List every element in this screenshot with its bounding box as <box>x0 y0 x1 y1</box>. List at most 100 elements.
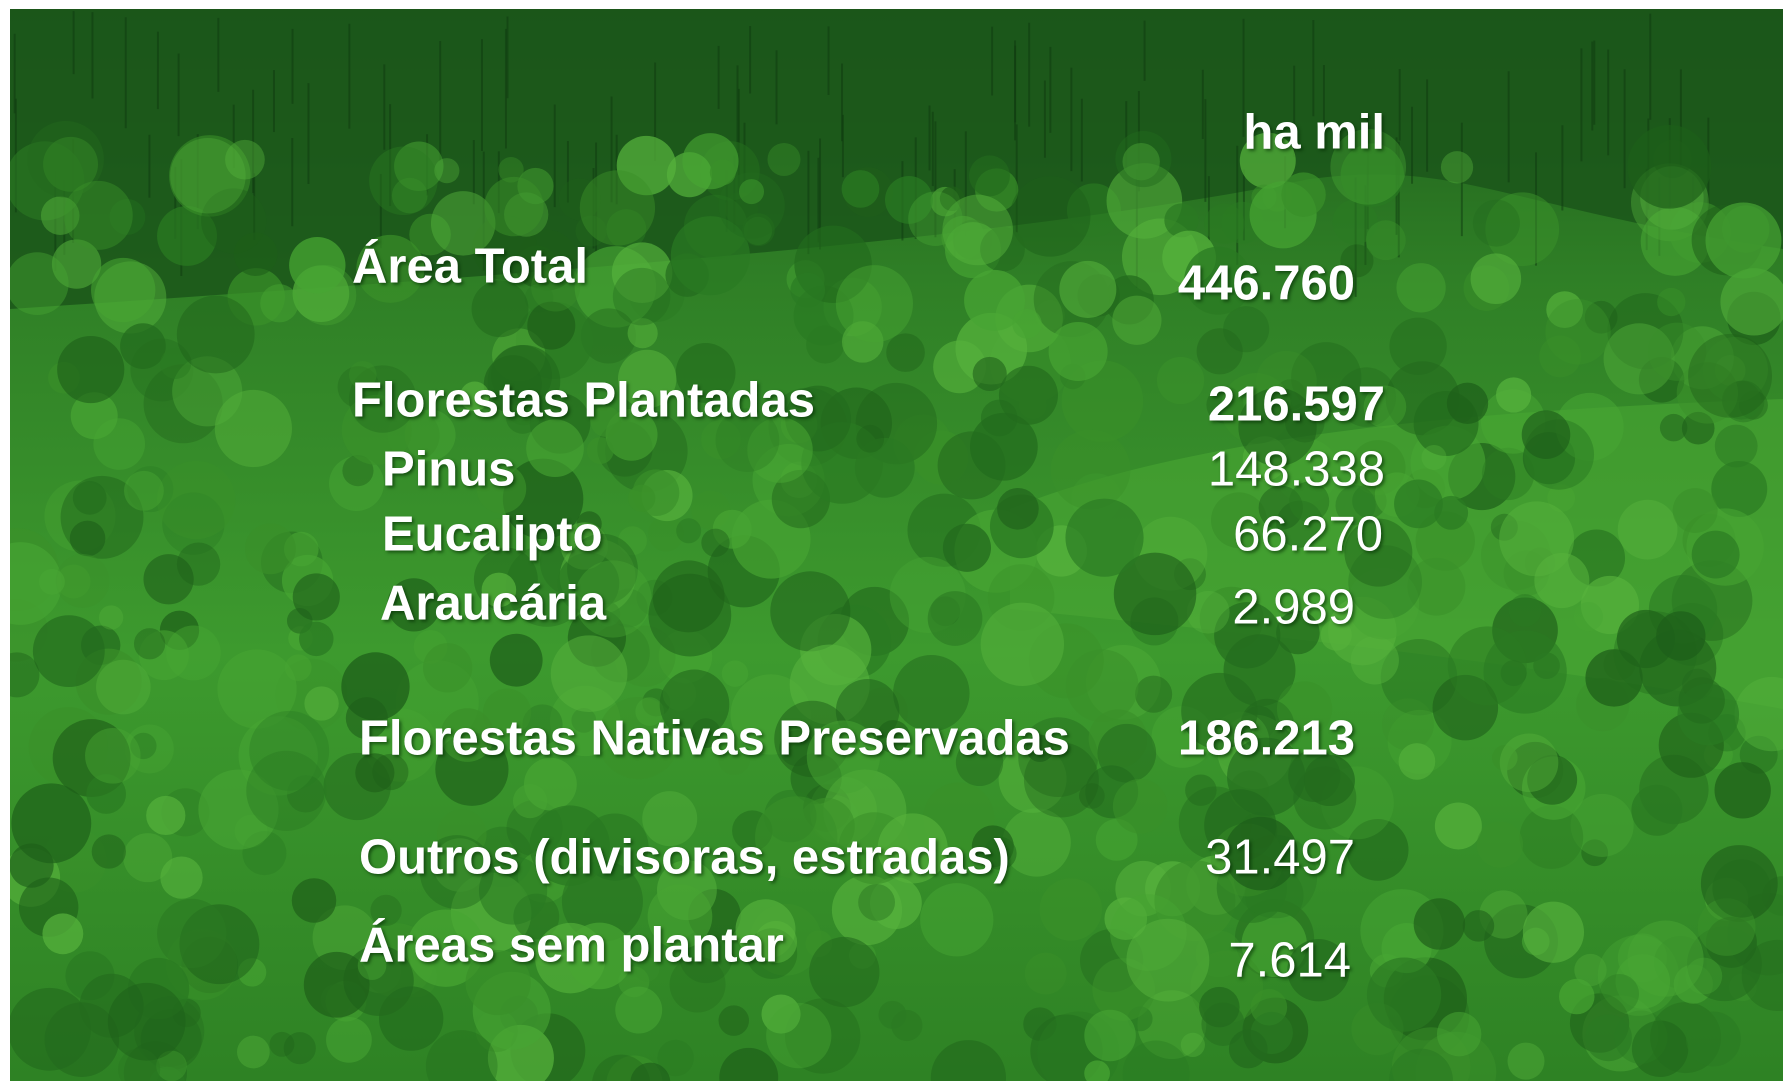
tree-crown <box>806 326 844 364</box>
tree-crown <box>524 758 577 811</box>
tree-crown <box>237 1036 270 1069</box>
tree-crown <box>1399 743 1436 780</box>
tree-crown <box>1059 261 1116 318</box>
tree-crown <box>304 686 338 720</box>
tree-crown <box>1522 410 1571 459</box>
tree-crown <box>1421 445 1446 470</box>
tree-crown <box>1686 1012 1741 1067</box>
tree-crown <box>1448 626 1527 705</box>
tree-crown <box>92 834 126 868</box>
tree-crown <box>628 485 655 512</box>
tree-crown <box>790 273 825 308</box>
tree-crown <box>1113 779 1168 834</box>
tree-crown <box>701 529 729 557</box>
tree-crown <box>1437 1012 1481 1056</box>
tree-crown <box>943 524 991 572</box>
tree-crown <box>490 634 543 687</box>
tree-crown <box>767 143 800 176</box>
tree-crown <box>1477 822 1523 868</box>
tree-crown <box>246 751 326 831</box>
tree-crown <box>85 728 141 784</box>
tree-crown <box>157 461 235 539</box>
tree-crown <box>157 899 226 968</box>
tree-crown <box>166 626 221 681</box>
tree-crown <box>1585 1014 1632 1061</box>
tree-crown <box>160 856 202 898</box>
tree-crown <box>1185 774 1216 805</box>
tree-crown <box>1447 383 1488 424</box>
tree-crown <box>809 937 879 1007</box>
tree-crown <box>392 178 428 214</box>
row-label: Áreas sem plantar <box>359 922 784 971</box>
tree-crown <box>613 268 671 326</box>
unit-label: ha mil <box>1243 109 1385 158</box>
tree-crown <box>245 523 296 574</box>
tree-crown <box>928 591 983 646</box>
tree-crown <box>1396 263 1445 312</box>
tree-crown <box>981 603 1064 686</box>
tree-crown <box>1559 979 1595 1015</box>
row-label: Eucalipto <box>382 511 603 560</box>
tree-crown <box>891 1010 922 1041</box>
tree-crown <box>1115 131 1171 187</box>
tree-crown <box>1711 461 1767 517</box>
tree-crown <box>177 542 220 585</box>
tree-crown <box>1627 125 1711 209</box>
tree-crown <box>1084 1010 1136 1062</box>
tree-crown <box>1025 953 1067 995</box>
tree-crown <box>45 1002 120 1077</box>
slide: ha mil Área Total 446.760 Florestas Plan… <box>0 0 1783 1081</box>
row-label: Pinus <box>382 446 515 495</box>
tree-crown <box>1126 919 1209 1002</box>
tree-crown <box>1204 204 1244 244</box>
tree-crown <box>1012 309 1042 339</box>
tree-crown <box>1533 652 1560 679</box>
tree-crown <box>170 138 246 214</box>
tree-crown <box>11 783 91 863</box>
tree-crown <box>1414 898 1465 949</box>
row-label: Araucária <box>380 580 606 629</box>
tree-crown <box>39 569 65 595</box>
tree-crown <box>1712 859 1770 917</box>
tree-crown <box>1545 299 1610 364</box>
tree-crown <box>1066 649 1139 722</box>
tree-crown <box>1366 220 1406 260</box>
tree-crown <box>1679 677 1725 723</box>
tree-crown <box>1523 902 1584 963</box>
tree-crown <box>42 913 83 954</box>
tree-crown <box>1705 203 1781 279</box>
tree-crown <box>1618 500 1678 560</box>
tree-crown <box>146 796 185 835</box>
tree-crown <box>1382 698 1434 750</box>
tree-crown <box>33 615 105 687</box>
tree-crown <box>1500 733 1559 792</box>
tree-crown <box>858 884 895 921</box>
tree-crown <box>1223 306 1269 352</box>
row-label: Outros (divisoras, estradas) <box>359 834 1010 883</box>
tree-crown <box>1049 322 1108 381</box>
tree-crown <box>91 258 155 322</box>
tree-crown <box>260 284 298 322</box>
row-value: 66.270 <box>1233 511 1383 560</box>
tree-crown <box>1351 636 1399 684</box>
tree-crown <box>1508 1043 1545 1080</box>
tree-crown <box>326 1017 372 1063</box>
tree-crown <box>293 573 340 620</box>
tree-crown <box>1065 499 1143 577</box>
tree-crown <box>676 518 701 543</box>
row-label: Área Total <box>352 243 588 292</box>
tree-crown <box>1441 151 1473 183</box>
tree-crown <box>856 425 884 453</box>
tree-crown <box>653 560 725 632</box>
tree-crown <box>908 192 962 246</box>
tree-crown <box>1496 377 1531 412</box>
tree-crown <box>1686 958 1723 995</box>
tree-crown <box>1157 357 1204 404</box>
tree-crown <box>134 628 165 659</box>
tree-crown <box>587 437 614 464</box>
tree-crown <box>1040 878 1102 940</box>
row-label: Florestas Nativas Preservadas <box>359 715 1070 764</box>
tree-crown <box>1471 253 1522 304</box>
tree-crown <box>292 878 337 923</box>
tree-crown <box>710 159 736 185</box>
